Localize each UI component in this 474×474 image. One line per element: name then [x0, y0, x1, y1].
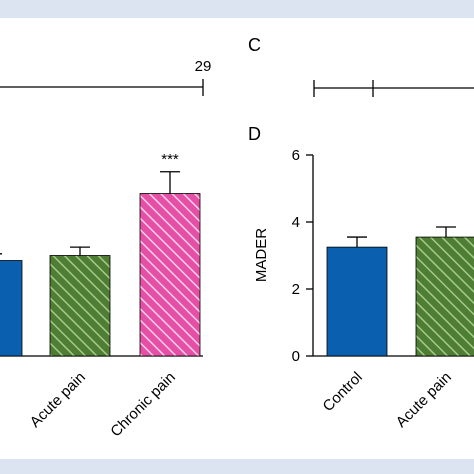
- d-chart-y-tick-label-3: 6: [292, 147, 300, 164]
- top-frame-band: [0, 0, 474, 18]
- d-chart-y-ticks: 0 2 4 6: [292, 147, 313, 365]
- timeline-left-end-label: 29: [195, 58, 212, 75]
- bottom-frame-band: [0, 459, 474, 474]
- panel-label-c: C: [248, 35, 261, 55]
- d-chart-y-tick-label-0: 0: [292, 348, 300, 365]
- d-chart-category-label-1: Acute pain: [393, 369, 455, 431]
- left-chart-category-label-2: Chronic pain: [107, 369, 179, 441]
- left-chart-significance-label: ***: [161, 151, 179, 168]
- d-chart-bars: Control Acute pain: [320, 226, 474, 431]
- d-chart-category-label-0: Control: [320, 369, 366, 415]
- d-chart-bar-0: [326, 246, 388, 357]
- left-chart-category-label-1: Acute pain: [27, 369, 89, 431]
- left-chart-bar-0: [0, 260, 23, 357]
- left-chart-bars: Acute pain *** Chronic pain: [0, 151, 201, 441]
- panel-label-d: D: [248, 124, 261, 144]
- d-chart-y-tick-label-2: 4: [292, 214, 300, 231]
- d-chart-bar-1: [415, 236, 474, 357]
- d-chart-y-axis-label: MADER: [253, 228, 270, 282]
- left-chart-bar-2: [139, 193, 201, 357]
- left-chart-bar-1: [49, 255, 111, 357]
- d-chart-y-tick-label-1: 2: [292, 281, 300, 298]
